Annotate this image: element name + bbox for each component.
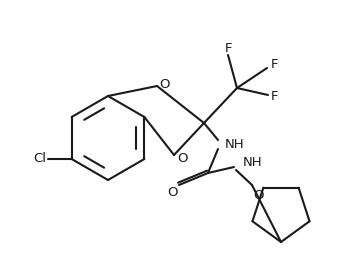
Text: NH: NH: [225, 139, 245, 151]
Text: F: F: [270, 58, 278, 72]
Text: O: O: [159, 78, 169, 91]
Text: NH: NH: [243, 156, 263, 169]
Text: F: F: [271, 91, 279, 104]
Text: Cl: Cl: [33, 152, 46, 165]
Text: O: O: [253, 189, 264, 202]
Text: F: F: [224, 43, 232, 56]
Text: O: O: [177, 152, 187, 165]
Text: O: O: [168, 186, 178, 199]
